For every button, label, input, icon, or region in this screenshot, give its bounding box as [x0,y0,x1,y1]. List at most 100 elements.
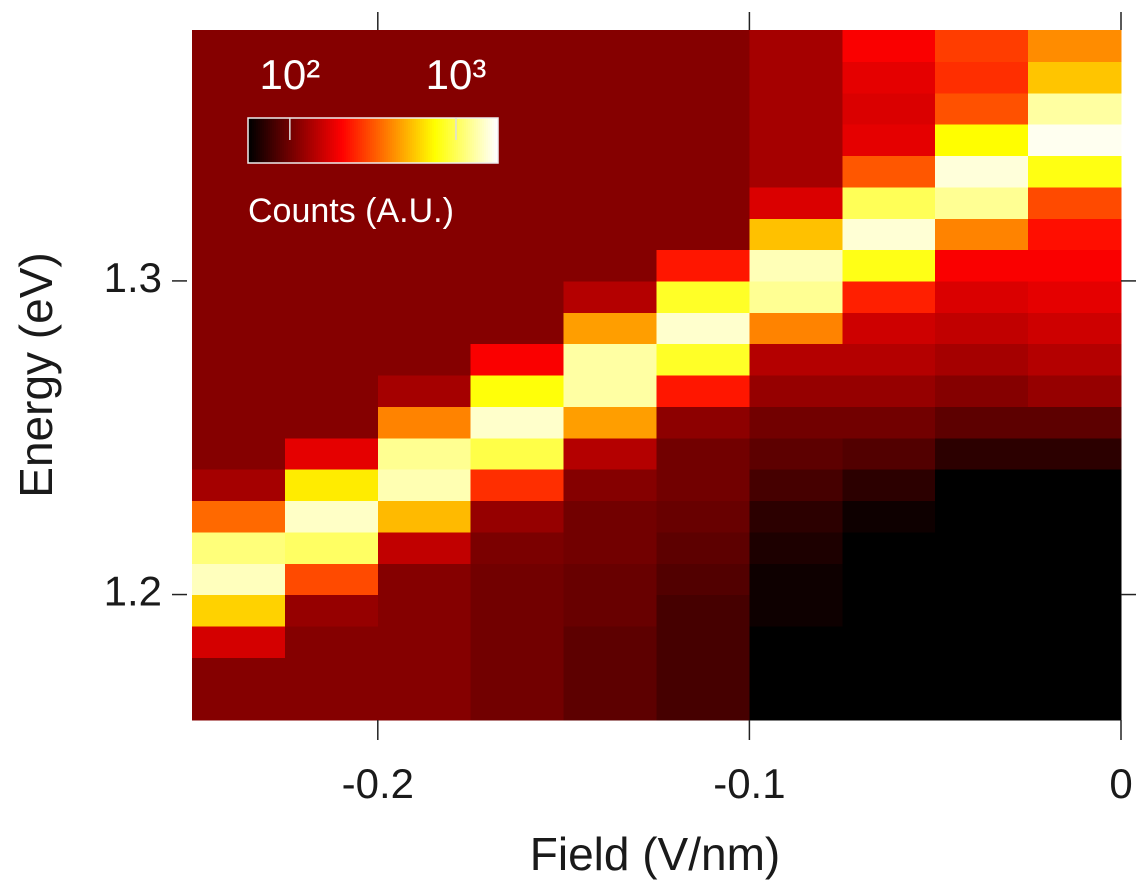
colorbar-swatch [406,118,409,163]
colorbar-swatch [430,118,433,163]
heatmap-cell [935,218,1029,251]
heatmap-cell [377,249,472,282]
heatmap-cell [563,688,658,721]
heatmap-cell [563,437,658,470]
colorbar-swatch [480,118,483,163]
colorbar-swatch [376,118,379,163]
heatmap-cell [656,249,750,282]
heatmap-cell [1028,280,1122,313]
heatmap-cell [470,657,565,690]
colorbar-swatch [280,118,283,163]
heatmap-cell [656,625,750,658]
heatmap-cell [749,249,843,282]
heatmap-cell [470,563,565,596]
colorbar-swatch [288,118,291,163]
heatmap-cell [192,61,286,94]
colorbar-swatch [356,118,359,163]
heatmap-cell [563,531,658,564]
heatmap-cell [284,500,379,533]
colorbar-swatch [428,118,431,163]
heatmap-cell [377,500,472,533]
heatmap-cell [656,657,750,690]
heatmap-cell [284,688,379,721]
heatmap-cell [470,30,565,62]
colorbar-swatch [248,118,251,163]
heatmap-cell [284,343,379,376]
heatmap-cell [656,375,750,407]
colorbar-swatch [274,118,277,163]
heatmap-cell [935,312,1029,345]
colorbar-swatch [320,118,323,163]
x-tick-label: -0.1 [713,760,785,807]
heatmap-cell [377,375,472,407]
heatmap-cell [1028,124,1122,157]
colorbar-swatch [396,118,399,163]
heatmap-cell [656,186,750,219]
colorbar-swatch [444,118,447,163]
colorbar-swatch [474,118,477,163]
heatmap-cell [284,186,379,219]
heatmap-cell [656,406,750,439]
heatmap-cell [1028,30,1122,62]
heatmap-cell [192,531,286,564]
colorbar-swatch [408,118,411,163]
heatmap-cell [935,625,1029,658]
heatmap-cell [470,594,565,627]
heatmap-cell [563,61,658,94]
heatmap-cell [1028,61,1122,94]
colorbar-swatch [390,118,393,163]
colorbar-swatch [366,118,369,163]
colorbar-swatch [452,118,455,163]
heatmap-cell [563,375,658,407]
colorbar-swatch [258,118,261,163]
heatmap-cell [842,92,936,125]
colorbar-swatch [484,118,487,163]
heatmap-cell [656,343,750,376]
heatmap-cell [656,594,750,627]
colorbar-swatch [378,118,381,163]
heatmap-cell [377,657,472,690]
heatmap-cell [377,406,472,439]
colorbar-swatch [418,118,421,163]
colorbar-label: Counts (A.U.) [248,192,454,230]
colorbar-swatch [334,118,337,163]
heatmap-cell [842,531,936,564]
heatmap-cell [377,469,472,502]
colorbar-swatch [488,118,491,163]
heatmap-cell [470,625,565,658]
colorbar-swatch [338,118,341,163]
heatmap-cell [377,531,472,564]
colorbar-swatch [392,118,395,163]
heatmap-cell [749,92,843,125]
colorbar-swatch [402,118,405,163]
heatmap-cell [842,155,936,188]
colorbar-swatch [424,118,427,163]
colorbar-swatch [340,118,343,163]
heatmap-cell [284,218,379,251]
heatmap-cell [563,218,658,251]
colorbar-swatch [486,118,489,163]
heatmap-cell [749,531,843,564]
colorbar-swatch [370,118,373,163]
heatmap-cell [377,563,472,596]
colorbar-swatch [344,118,347,163]
heatmap-cell [656,500,750,533]
heatmap-cell [842,124,936,157]
heatmap-cell [192,186,286,219]
y-axis-label: Energy (eV) [10,252,62,497]
heatmap-cell [842,406,936,439]
heatmap-cell [377,312,472,345]
colorbar-swatch [438,118,441,163]
colorbar-swatch [470,118,473,163]
heatmap-cell [935,30,1029,62]
heatmap-cell [749,500,843,533]
heatmap-cell [284,531,379,564]
y-tick-label: 1.3 [104,254,162,301]
heatmap-cell [935,688,1029,721]
heatmap-cell [470,500,565,533]
colorbar-swatch [348,118,351,163]
colorbar-swatch [416,118,419,163]
heatmap-cell [284,625,379,658]
heatmap-cell [284,375,379,407]
